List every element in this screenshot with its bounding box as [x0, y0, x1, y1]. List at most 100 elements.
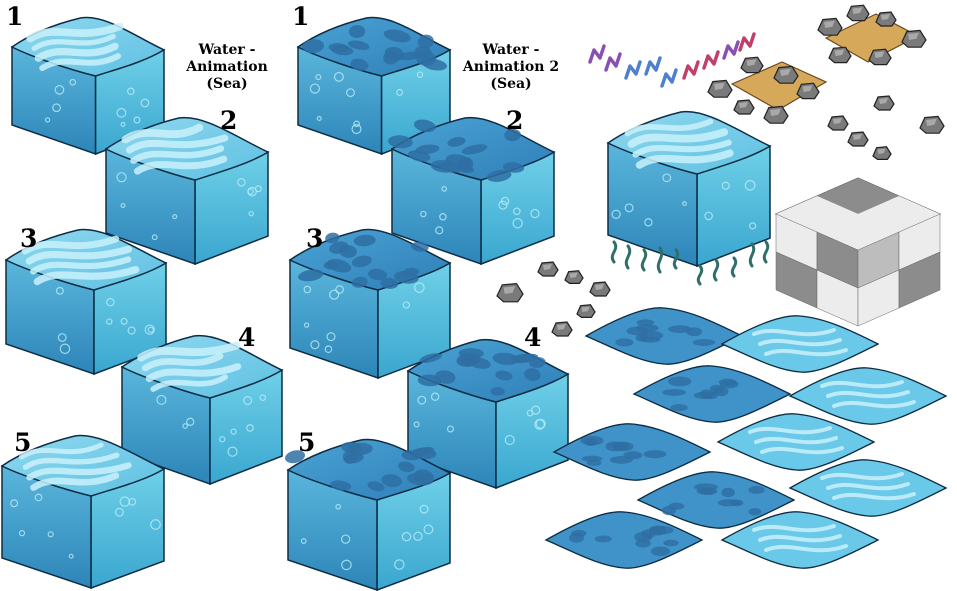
rock-14 [847, 131, 869, 147]
wave-highlight [758, 338, 842, 347]
rock-5 [763, 105, 789, 124]
bubble [396, 88, 404, 96]
wave-highlight [624, 118, 714, 137]
water-floor-tiles [544, 307, 948, 569]
deep-water-cell [347, 40, 370, 50]
rock-3 [773, 65, 799, 84]
deep-water-cell [670, 404, 688, 412]
set1-title-line-3: (Sea) [206, 76, 248, 92]
deep-water-cell [649, 525, 674, 535]
bubble [534, 419, 545, 430]
deep-water-cell [302, 39, 325, 54]
wave-highlight [26, 22, 124, 43]
bubble [69, 78, 77, 86]
deep-water-cell [748, 507, 762, 516]
coral-4 [644, 56, 662, 76]
bubble [18, 530, 26, 537]
floor-tile-wave-2 [788, 367, 948, 425]
wave-highlight [39, 53, 122, 72]
bubble [254, 185, 262, 193]
rock-22 [551, 321, 573, 337]
deep-water-cell [384, 46, 405, 61]
wave-highlight [754, 436, 838, 445]
bubble [704, 211, 713, 221]
bubble [47, 531, 54, 538]
coral-6 [682, 60, 700, 80]
bubble [120, 317, 128, 325]
tile-surface [584, 307, 744, 365]
deep-water-cell [348, 25, 366, 38]
bubble [439, 213, 447, 221]
sand-patch-1 [730, 61, 828, 111]
wave-highlight [18, 442, 104, 460]
wave-highlight [25, 245, 133, 265]
bubble [498, 200, 508, 210]
floor-tile-deep-5 [544, 511, 704, 569]
deep-water-cell [661, 505, 677, 516]
deep-water-cell [413, 119, 436, 133]
deep-water-cell [524, 368, 541, 381]
deep-water-cell [380, 277, 399, 289]
wave-highlight [752, 524, 836, 533]
bubble [106, 318, 113, 325]
deep-water-cell [325, 232, 340, 244]
rock-highlight [824, 20, 835, 28]
wave-highlight [145, 363, 242, 383]
wave-highlight [752, 328, 836, 337]
bubble [316, 115, 322, 121]
set2-frame-4-number: 4 [524, 323, 542, 352]
deep-water-cell [415, 144, 440, 155]
bubble [530, 208, 540, 219]
set1-frame-5-cube [0, 434, 166, 590]
bubble [335, 285, 344, 294]
bubble [120, 202, 126, 208]
deep-water-cell [650, 546, 671, 557]
set2-frame-3-cube [288, 228, 452, 380]
deep-water-cell [417, 34, 434, 49]
bubble [531, 405, 541, 415]
rock-highlight [877, 148, 886, 154]
bubble [52, 103, 61, 113]
wave-highlight [22, 452, 120, 470]
bubble [416, 71, 424, 78]
wave-highlight [832, 492, 916, 501]
deep-water-cell [495, 370, 513, 381]
bubble [248, 210, 254, 217]
bubble [57, 333, 67, 342]
seaweed-5 [672, 248, 680, 270]
water-cubes [0, 16, 772, 591]
deep-water-cell [568, 533, 584, 543]
deep-water-cell [636, 319, 655, 327]
bubble [303, 285, 312, 294]
rock-highlight [881, 14, 890, 20]
coral-1 [588, 44, 606, 64]
deep-water-cell [626, 326, 649, 336]
deep-water-cell [486, 169, 512, 182]
rock-4 [796, 82, 820, 100]
wave-highlight [33, 265, 140, 286]
rock-highlight [874, 51, 885, 58]
bubble [315, 74, 322, 81]
rock-highlight [746, 59, 757, 66]
deep-water-cell [298, 269, 324, 282]
deep-water-cell [640, 529, 656, 539]
wave-highlight [125, 134, 229, 154]
wave-highlight [31, 33, 116, 52]
bubble [340, 534, 351, 544]
seaweed-7 [712, 258, 720, 282]
set1-frame-3-number: 3 [20, 224, 38, 253]
set2-title-line-1: Water - [482, 42, 540, 58]
deep-water-cell [668, 325, 692, 333]
seaweed-3 [640, 248, 648, 272]
floor-tile-deep-4 [636, 471, 796, 529]
deep-water-cell [394, 270, 419, 284]
deep-water-cell [350, 58, 369, 71]
floor-tile-deep-1 [584, 307, 744, 365]
seaweed-4 [656, 246, 664, 274]
bubble [326, 332, 336, 342]
set1-frame-2-number: 2 [220, 106, 238, 135]
rock-1 [707, 79, 733, 98]
bubble [127, 326, 136, 335]
coral-8 [722, 40, 740, 60]
